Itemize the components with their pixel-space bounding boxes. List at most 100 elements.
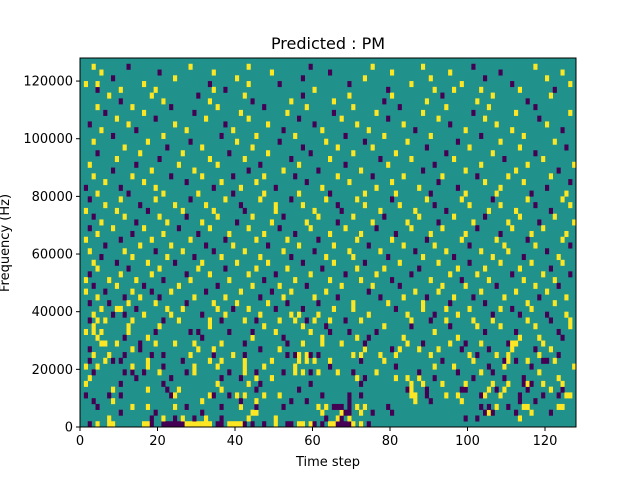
heat-cell-high <box>533 63 538 70</box>
heat-cell-high <box>211 346 216 353</box>
heat-cell-high <box>320 334 325 341</box>
heat-cell-high <box>428 277 433 284</box>
heat-cell-high <box>200 144 205 151</box>
heat-cell-low <box>448 121 453 128</box>
heat-cell-low <box>359 357 364 364</box>
heat-cell-low <box>359 392 364 399</box>
heat-cell-low <box>297 115 302 122</box>
heat-cell-high <box>277 317 282 324</box>
heat-cell-high <box>91 173 96 180</box>
heat-cell-low <box>107 300 112 307</box>
heat-cell-low <box>219 421 224 428</box>
heat-cell-high <box>114 305 119 312</box>
heat-cell-high <box>99 69 104 76</box>
heat-cell-high <box>436 259 441 266</box>
heat-cell-low <box>173 259 178 266</box>
heat-cell-high <box>393 190 398 197</box>
heat-cell-high <box>254 132 259 139</box>
heat-cell-low <box>304 179 309 186</box>
heat-cell-high <box>486 104 491 111</box>
heat-cell-low <box>161 352 166 359</box>
heat-cell-high <box>161 98 166 105</box>
x-axis-label: Time step <box>295 455 360 470</box>
heat-cell-high <box>467 305 472 312</box>
heat-cell-low <box>335 403 340 410</box>
heat-cell-high <box>184 421 189 428</box>
heat-cell-low <box>304 317 309 324</box>
heat-cell-high <box>304 352 309 359</box>
heat-cell-high <box>91 63 96 70</box>
heat-cell-high <box>421 300 426 307</box>
heat-cell-high <box>293 277 298 284</box>
heat-cell-low <box>545 311 550 318</box>
heat-cell-low <box>537 294 542 301</box>
heat-cell-high <box>548 92 553 99</box>
heat-cell-high <box>262 173 267 180</box>
heat-cell-high <box>397 202 402 209</box>
heat-cell-low <box>157 69 162 76</box>
heat-cell-high <box>266 300 271 307</box>
x-tick-label: 60 <box>304 434 321 449</box>
heat-cell-high <box>463 167 468 174</box>
heat-cell-high <box>196 346 201 353</box>
heat-cell-low <box>122 334 127 341</box>
heat-cell-low <box>134 305 139 312</box>
heat-cell-high <box>498 392 503 399</box>
heat-cell-low <box>223 121 228 128</box>
heat-cell-high <box>335 415 340 422</box>
heat-cell-high <box>347 92 352 99</box>
heat-cell-low <box>231 190 236 197</box>
heat-cell-low <box>494 282 499 289</box>
heat-cell-high <box>227 277 232 284</box>
y-tick-label: 20000 <box>32 363 73 378</box>
heat-cell-high <box>355 265 360 272</box>
heat-cell-low <box>366 334 371 341</box>
heat-cell-high <box>537 369 542 376</box>
heat-cell-high <box>235 138 240 145</box>
heat-cell-high <box>145 386 150 393</box>
heat-cell-high <box>130 317 135 324</box>
heat-cell-high <box>149 92 154 99</box>
heat-cell-low <box>114 259 119 266</box>
heat-cell-high <box>514 207 519 214</box>
heat-cell-high <box>517 334 522 341</box>
heat-cell-high <box>525 196 530 203</box>
heat-cell-low <box>397 282 402 289</box>
heat-cell-high <box>552 357 557 364</box>
heat-cell-high <box>246 415 251 422</box>
heat-cell-high <box>374 369 379 376</box>
heat-cell-low <box>157 294 162 301</box>
heat-cell-high <box>308 421 313 428</box>
heat-cell-high <box>87 161 92 168</box>
heat-cell-low <box>521 375 526 382</box>
heat-cell-low <box>506 340 511 347</box>
heat-cell-high <box>355 196 360 203</box>
heat-cell-high <box>339 282 344 289</box>
heat-cell-low <box>386 115 391 122</box>
heat-cell-high <box>436 115 441 122</box>
heat-cell-high <box>83 277 88 284</box>
heat-cell-high <box>142 109 147 116</box>
heat-cell-high <box>382 357 387 364</box>
heat-cell-high <box>370 63 375 70</box>
heat-cell-low <box>300 92 305 99</box>
heat-cell-high <box>362 403 367 410</box>
heat-cell-high <box>541 380 546 387</box>
heat-cell-high <box>289 311 294 318</box>
heat-cell-low <box>568 242 573 249</box>
heat-cell-low <box>293 352 298 359</box>
heat-cell-low <box>390 346 395 353</box>
heat-cell-high <box>153 196 158 203</box>
heat-cell-low <box>87 196 92 203</box>
heat-cell-high <box>262 230 267 237</box>
heat-cell-high <box>196 265 201 272</box>
heat-cell-high <box>525 300 530 307</box>
heat-cell-low <box>405 386 410 393</box>
x-tick-label: 80 <box>382 434 399 449</box>
heat-cell-high <box>95 317 100 324</box>
heat-cell-high <box>529 409 534 416</box>
heat-cell-high <box>498 259 503 266</box>
heat-cell-low <box>533 150 538 157</box>
heat-cell-low <box>122 294 127 301</box>
x-tick-label: 120 <box>533 434 558 449</box>
